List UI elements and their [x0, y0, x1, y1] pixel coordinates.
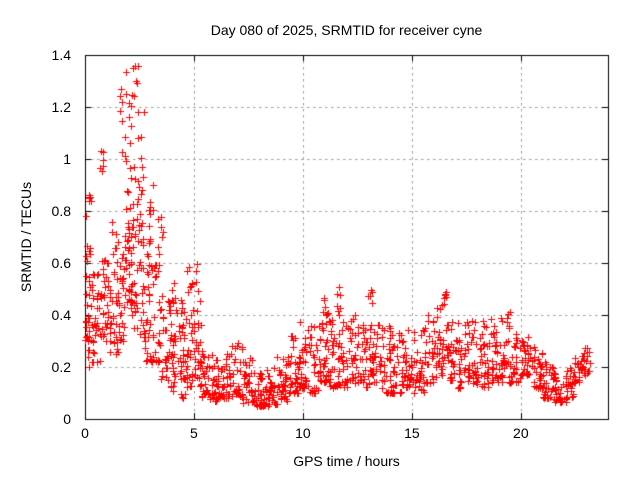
y-tick-label: 1 [63, 151, 71, 167]
y-tick-label: 0.8 [51, 203, 71, 219]
y-tick-label: 0 [63, 411, 71, 427]
x-tick-label: 5 [190, 425, 198, 441]
y-tick-label: 1.2 [51, 99, 71, 115]
y-tick-label: 0.2 [51, 359, 71, 375]
x-axis-label: GPS time / hours [293, 453, 400, 469]
chart-title: Day 080 of 2025, SRMTID for receiver cyn… [210, 22, 483, 38]
x-tick-label: 0 [81, 425, 89, 441]
y-tick-label: 1.4 [51, 47, 71, 63]
x-tick-label: 15 [404, 425, 420, 441]
y-tick-label: 0.4 [51, 307, 71, 323]
x-tick-label: 20 [513, 425, 529, 441]
x-tick-label: 10 [295, 425, 311, 441]
y-tick-label: 0.6 [51, 255, 71, 271]
